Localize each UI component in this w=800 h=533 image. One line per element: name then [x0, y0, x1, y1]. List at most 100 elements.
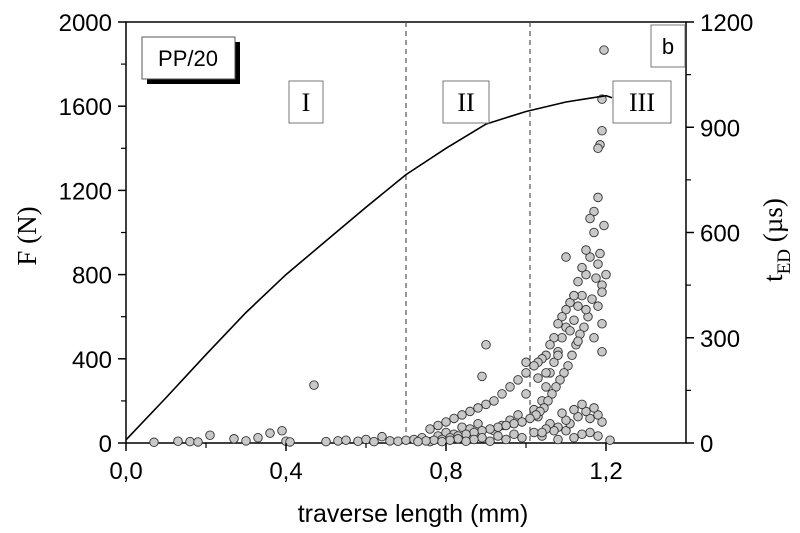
event-point [551, 382, 561, 392]
event-point [597, 347, 607, 357]
event-point [569, 432, 579, 443]
event-point [277, 425, 287, 436]
event-point [565, 325, 575, 336]
panel-label: b [662, 34, 674, 59]
event-point [561, 415, 571, 425]
event-point [377, 431, 387, 442]
sample-label: PP/20 [158, 46, 218, 71]
event-point [521, 357, 531, 368]
event-point [577, 290, 587, 301]
event-point [573, 411, 583, 422]
event-point [557, 408, 567, 418]
x-tick-label: 1,2 [589, 458, 622, 485]
event-point [449, 413, 459, 424]
event-point [561, 252, 571, 262]
event-point [453, 434, 463, 444]
event-point [401, 435, 411, 445]
event-point [599, 45, 609, 55]
event-point [485, 436, 495, 446]
event-point [517, 417, 527, 427]
region-label-frame [442, 80, 490, 124]
event-point [593, 301, 603, 311]
x-tick-label: 0,0 [109, 458, 142, 485]
event-point [559, 368, 569, 378]
event-point [537, 427, 547, 438]
event-point [541, 368, 551, 378]
event-point [533, 373, 543, 383]
event-point [513, 410, 523, 420]
event-point [581, 269, 591, 280]
left-y-tick-label: 400 [72, 347, 112, 374]
left-y-tick-label: 2000 [59, 10, 112, 37]
event-point [549, 333, 559, 343]
event-point [521, 368, 531, 378]
event-point [593, 410, 603, 420]
event-point [433, 420, 443, 431]
region-labels: I II III [288, 80, 672, 124]
event-point [285, 437, 295, 447]
event-point [569, 315, 579, 325]
event-point [513, 375, 523, 385]
event-point [597, 126, 607, 136]
event-point [465, 406, 475, 417]
event-point [569, 290, 579, 301]
event-point [597, 318, 607, 329]
event-point [441, 417, 451, 427]
event-point [593, 143, 603, 154]
event-point [457, 410, 467, 420]
event-point [585, 427, 595, 438]
event-point [205, 430, 215, 441]
event-point [421, 436, 431, 446]
event-point [549, 357, 559, 368]
right-y-tick-label: 0 [700, 431, 713, 458]
event-duration-scatter [149, 45, 615, 448]
event-point [149, 437, 159, 448]
event-point [585, 252, 595, 262]
event-point [473, 403, 483, 413]
event-point [489, 396, 499, 406]
event-point [561, 304, 571, 315]
event-point [525, 413, 535, 424]
event-point [505, 382, 515, 392]
event-point [461, 436, 471, 446]
region-boundaries [405, 22, 531, 443]
event-point [593, 259, 603, 269]
event-point [229, 434, 239, 444]
panel-label-box: b [650, 24, 686, 68]
event-point [573, 336, 583, 347]
event-point [577, 429, 587, 439]
event-point [321, 436, 331, 447]
event-point [547, 389, 557, 399]
event-point [361, 434, 371, 445]
event-point [553, 318, 563, 329]
event-point [553, 350, 563, 361]
event-point [253, 432, 263, 443]
left-y-axis-title: F (N) [12, 206, 42, 265]
right-y-tick-label: 600 [700, 221, 740, 248]
event-point [265, 428, 275, 438]
event-point [579, 322, 589, 332]
left-y-tick-label: 0 [99, 431, 112, 458]
event-point [589, 227, 599, 238]
event-point [561, 425, 571, 436]
event-point [597, 287, 607, 297]
event-point [501, 434, 511, 445]
event-point [369, 436, 379, 447]
event-point [581, 406, 591, 417]
event-point [185, 436, 195, 447]
event-point [593, 192, 603, 203]
right-y-axis-title-subscript: ED [774, 249, 795, 274]
event-point [341, 435, 351, 445]
event-point [563, 361, 573, 371]
x-tick-label: 0,4 [269, 458, 302, 485]
event-point [477, 432, 487, 443]
right-y-axis-title: tED (µs) [758, 198, 795, 282]
event-point [509, 418, 519, 429]
event-point [569, 404, 579, 415]
sample-label-frame [141, 36, 236, 80]
event-point [589, 206, 599, 217]
sample-label-box: PP/20 [141, 36, 240, 84]
event-point [413, 436, 423, 447]
right-y-tick-label: 1200 [700, 10, 753, 37]
